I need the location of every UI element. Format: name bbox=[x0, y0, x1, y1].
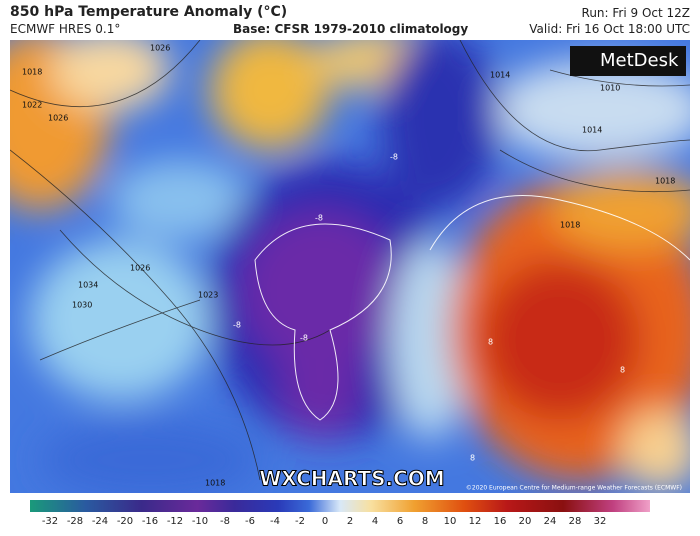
colorbar-tick: 2 bbox=[347, 516, 353, 527]
isobar-label: 1026 bbox=[150, 44, 170, 53]
isobar-label: 1026 bbox=[130, 264, 150, 273]
base: Base: CFSR 1979-2010 climatology bbox=[233, 22, 469, 36]
logo: MetDesk bbox=[600, 50, 679, 71]
isobar-label: 1026 bbox=[48, 114, 68, 123]
isobar-label: 1023 bbox=[198, 291, 218, 300]
valid: Valid: Fri 16 Oct 18:00 UTC bbox=[529, 22, 690, 36]
colorbar-tick: -32 bbox=[42, 516, 58, 527]
anomaly-label: -8 bbox=[300, 334, 308, 343]
isobar-label: 1018 bbox=[560, 221, 580, 230]
anomaly-label: -8 bbox=[390, 153, 398, 162]
colorbar-tick: 32 bbox=[594, 516, 607, 527]
colorbar-tick: -20 bbox=[117, 516, 133, 527]
model: ECMWF HRES 0.1° bbox=[10, 22, 121, 36]
colorbar bbox=[30, 500, 650, 512]
colorbar-tick: -12 bbox=[167, 516, 183, 527]
isobar-label: 1014 bbox=[582, 126, 602, 135]
colorbar-tick: -6 bbox=[245, 516, 255, 527]
colorbar-tick: -2 bbox=[295, 516, 305, 527]
colorbar-tick: 4 bbox=[372, 516, 378, 527]
anomaly-label: 8 bbox=[620, 366, 625, 375]
isobar-label: 1014 bbox=[490, 71, 510, 80]
anomaly-label: -8 bbox=[315, 214, 323, 223]
isobar-label: 1018 bbox=[655, 177, 675, 186]
colorbar-tick: 16 bbox=[494, 516, 507, 527]
anomaly-label: 8 bbox=[488, 338, 493, 347]
anomaly-field bbox=[10, 40, 690, 493]
copyright: ©2020 European Centre for Medium-range W… bbox=[466, 485, 682, 492]
anomaly-label: 8 bbox=[470, 454, 475, 463]
logo-box bbox=[570, 46, 686, 76]
colorbar-tick: 8 bbox=[422, 516, 428, 527]
colorbar-tick: -24 bbox=[92, 516, 108, 527]
colorbar-tick: 12 bbox=[469, 516, 482, 527]
isobar-label: 1022 bbox=[22, 101, 42, 110]
colorbar-tick: 6 bbox=[397, 516, 403, 527]
colorbar-tick: 28 bbox=[569, 516, 582, 527]
colorbar-tick: -8 bbox=[220, 516, 230, 527]
isobar-label: 1018 bbox=[22, 68, 42, 77]
anomaly-label: -8 bbox=[233, 321, 241, 330]
isobar-label: 1030 bbox=[72, 301, 92, 310]
isobar-label: 1018 bbox=[205, 479, 225, 488]
colorbar-tick: -10 bbox=[192, 516, 208, 527]
isobar-label: 1034 bbox=[78, 281, 98, 290]
isobar-label: 1010 bbox=[600, 84, 620, 93]
title: 850 hPa Temperature Anomaly (°C) bbox=[10, 4, 288, 20]
run: Run: Fri 9 Oct 12Z bbox=[581, 6, 690, 20]
colorbar-tick: -4 bbox=[270, 516, 280, 527]
watermark: WXCHARTS.COM bbox=[259, 467, 444, 491]
colorbar-tick: 24 bbox=[544, 516, 557, 527]
colorbar-tick: -28 bbox=[67, 516, 83, 527]
colorbar-tick: -16 bbox=[142, 516, 158, 527]
colorbar-tick: 10 bbox=[444, 516, 457, 527]
colorbar-tick: 20 bbox=[519, 516, 532, 527]
colorbar-tick: 0 bbox=[322, 516, 328, 527]
